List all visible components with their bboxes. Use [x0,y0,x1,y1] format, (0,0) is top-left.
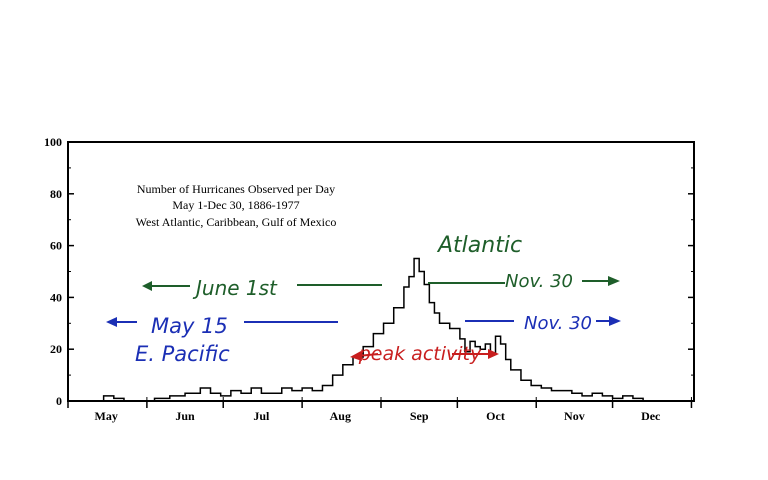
x-tick-label: Dec [641,409,661,423]
x-tick-label: Oct [486,409,505,423]
y-tick-label: 40 [50,290,62,304]
x-tick-label: Sep [410,409,429,423]
atlantic-label: Atlantic [436,233,522,258]
atlantic-right-arrowhead [608,276,620,286]
pacific-label: E. Pacific [135,342,230,366]
y-tick-label: 20 [50,342,62,356]
atlantic-start-label: June 1st [192,276,278,300]
pacific-right-arrowhead [609,316,621,326]
atlantic-annotation: Atlantic June 1st Nov. 30 [142,233,620,300]
pacific-annotation: May 15 E. Pacific Nov. 30 [106,313,621,366]
title-line-3: West Atlantic, Caribbean, Gulf of Mexico [136,215,337,229]
title-line-2: May 1-Dec 30, 1886-1977 [172,198,299,212]
peak-label: peak activity [358,343,482,365]
y-tick-label: 100 [44,135,62,149]
x-tick-label: May [95,409,118,423]
y-tick-label: 0 [56,394,62,408]
atlantic-end-label: Nov. 30 [505,271,573,292]
peak-left-arrowhead [350,351,362,361]
y-tick-label: 60 [50,239,62,253]
atlantic-left-arrowhead [142,281,152,291]
hurricane-count-line [68,257,654,402]
y-tick-label: 80 [50,187,62,201]
title-line-1: Number of Hurricanes Observed per Day [137,182,335,196]
pacific-left-arrowhead [106,317,117,327]
x-tick-label: Jul [253,409,270,423]
y-axis: 0 20 40 60 80 100 [44,135,694,408]
pacific-start-label: May 15 [151,314,228,338]
x-tick-label: Nov [564,409,585,423]
peak-annotation: peak activity [350,343,499,365]
x-tick-label: Jun [175,409,195,423]
x-axis: May Jun Jul Aug Sep Oct Nov Dec [67,397,693,423]
x-tick-label: Aug [330,409,351,423]
pacific-end-label: Nov. 30 [524,313,592,334]
chart-title: Number of Hurricanes Observed per Day Ma… [136,182,337,229]
peak-right-arrowhead [488,349,499,359]
